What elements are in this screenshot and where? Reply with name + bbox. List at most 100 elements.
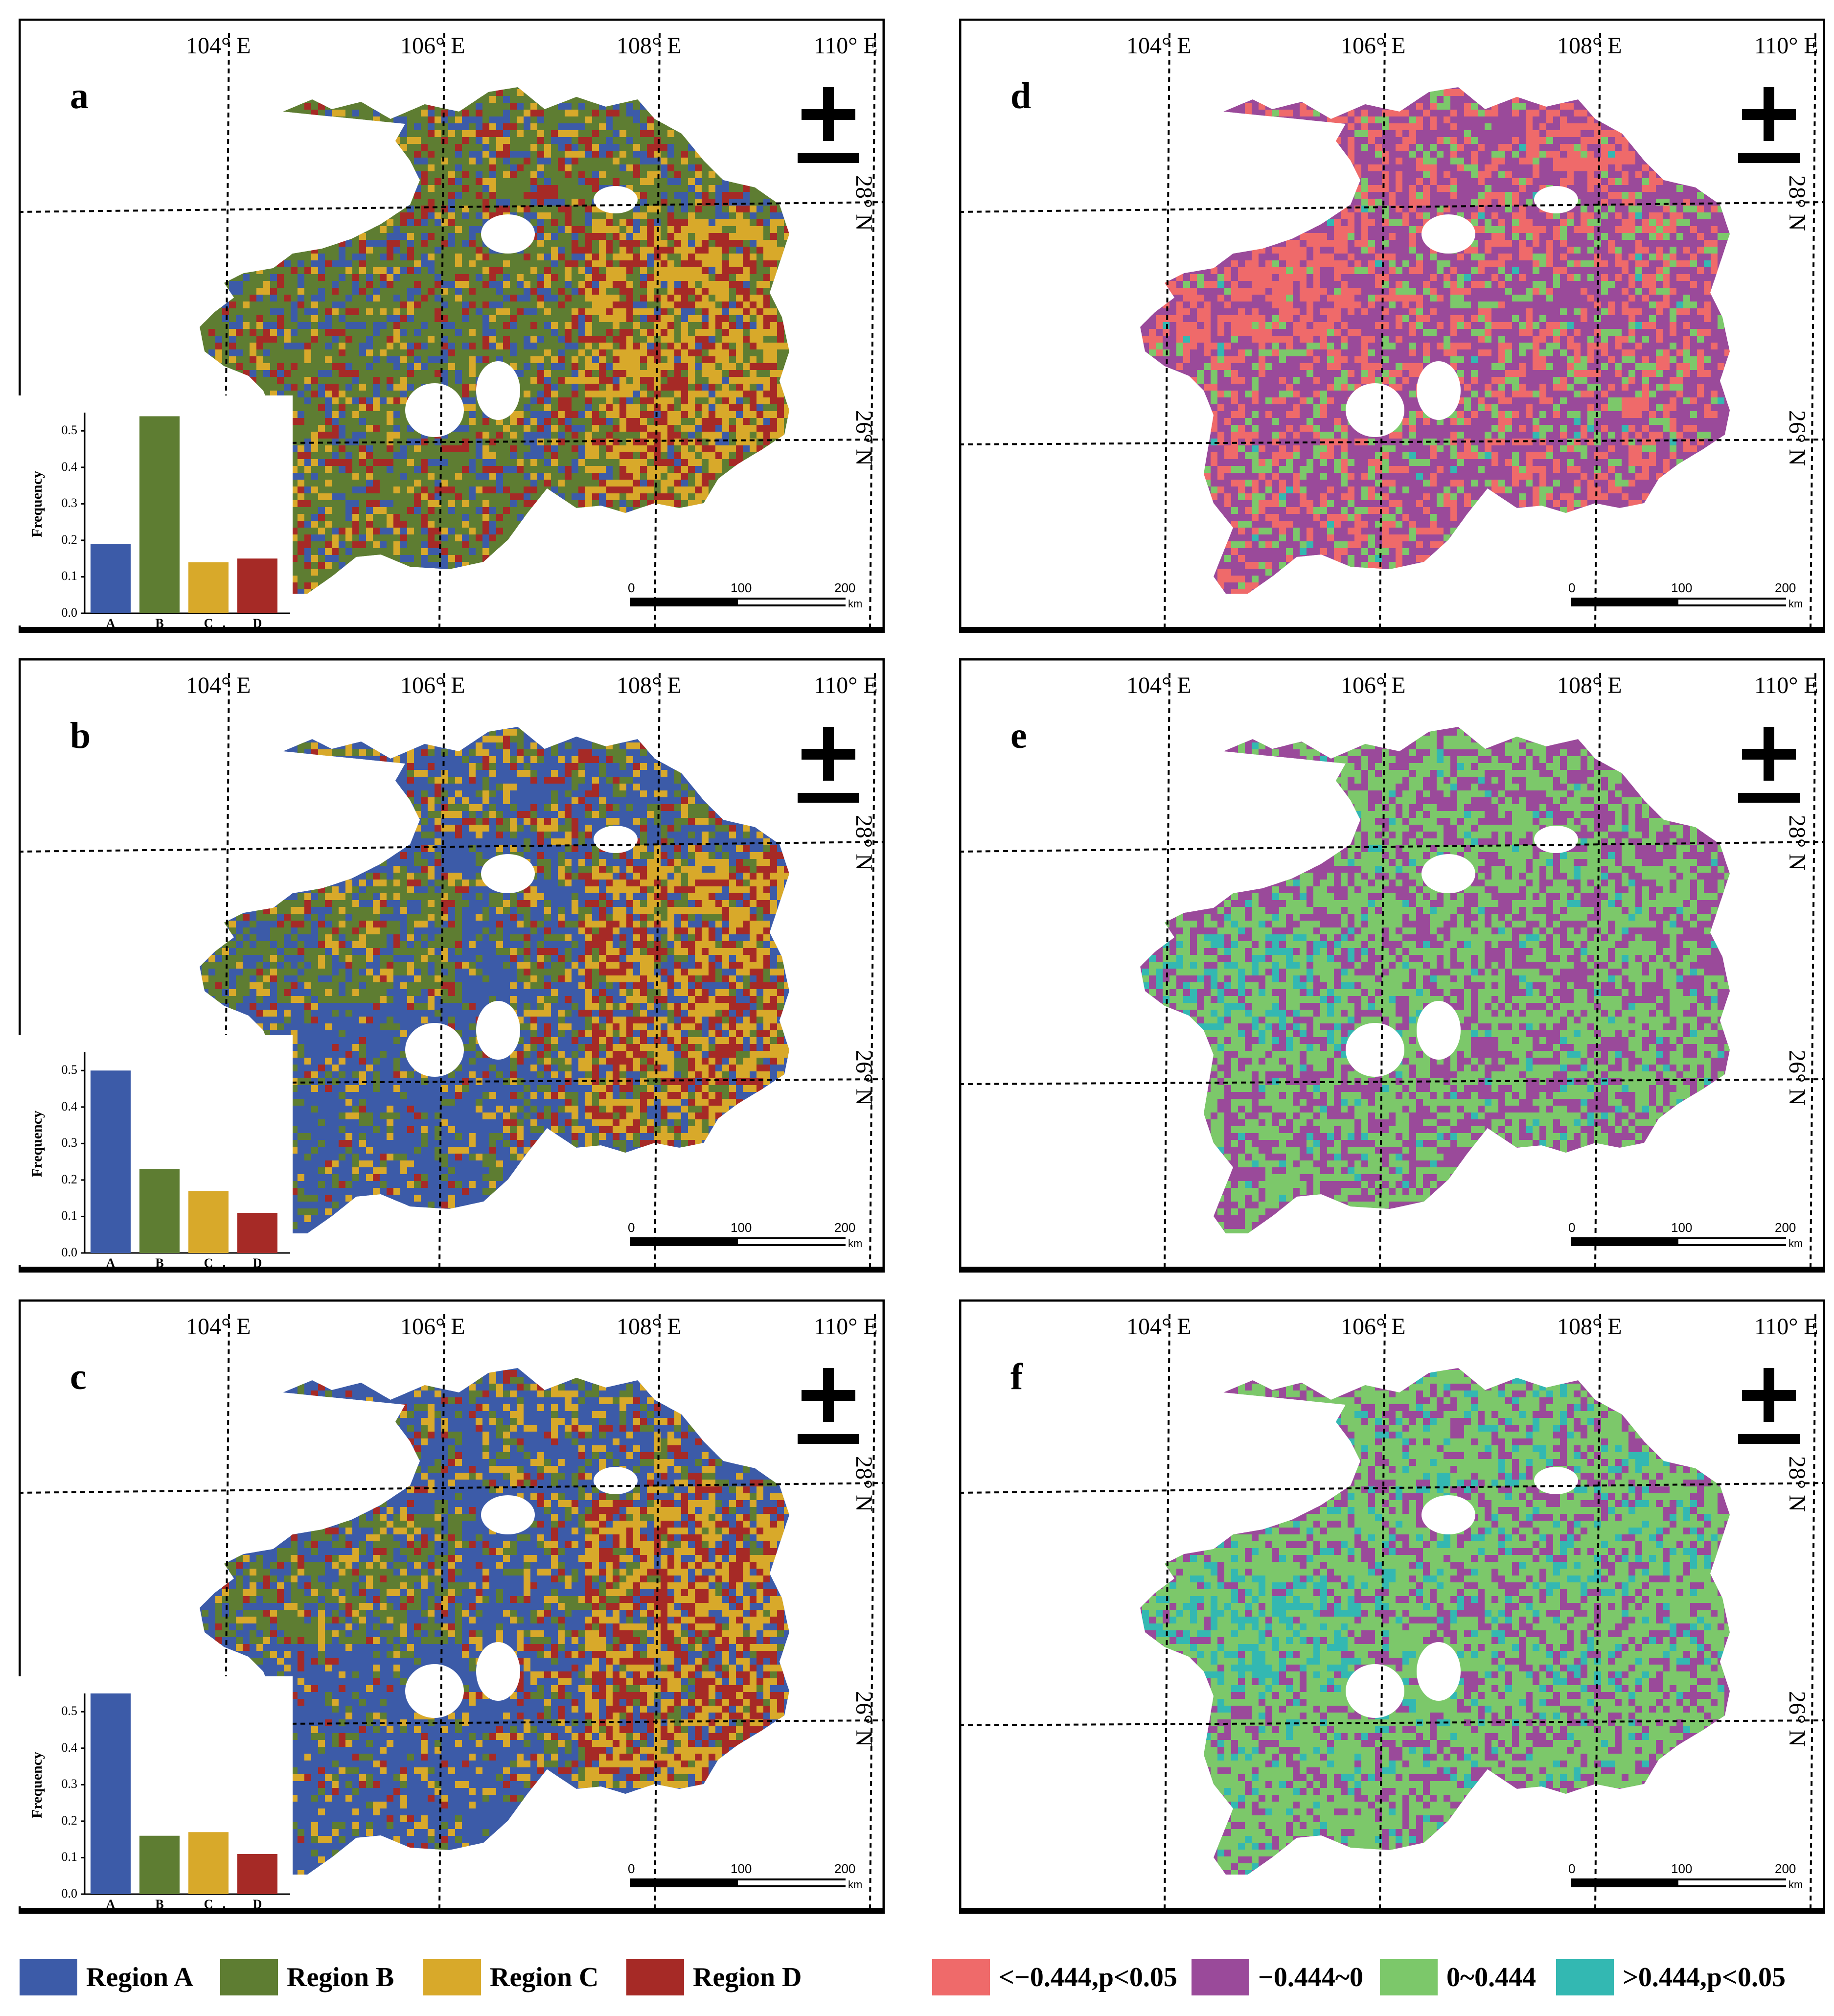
bar-C <box>188 1832 229 1894</box>
longitude-label: 104° E <box>1126 32 1192 59</box>
x-tick-label: C <box>199 1256 218 1271</box>
bar-A <box>91 544 131 613</box>
y-tick-label: 0.4 <box>48 460 78 474</box>
longitude-label: 108° E <box>617 1313 682 1340</box>
longitude-label: 108° E <box>1557 1313 1622 1340</box>
scale-tick-label: 0 <box>628 580 635 596</box>
longitude-label: 108° E <box>1557 672 1622 699</box>
longitude-label: 110° E <box>814 672 878 699</box>
legend-label: Region D <box>693 1962 802 1993</box>
north-arrow-icon <box>1738 1368 1800 1444</box>
x-tick-label: B <box>150 616 169 631</box>
latitude-label: 26° N <box>850 1050 877 1106</box>
longitude-label: 106° E <box>1341 32 1406 59</box>
graticule <box>959 672 1825 1271</box>
map-canvas <box>959 658 1825 1273</box>
legend-item-region-a: Region A <box>20 1955 193 1999</box>
x-tick-label: C <box>199 616 218 631</box>
province-raster <box>200 727 789 1233</box>
latitude-label: 26° N <box>1784 1050 1811 1106</box>
map-panel-e: e 104° E 106° E 108° E 110° E 28° N 26° N 0 100 2… <box>959 658 1825 1273</box>
legend-item-region-c: Region C <box>423 1955 598 1999</box>
legend-swatch <box>626 1959 684 1995</box>
legend-item-pos-sig: >0.444,p<0.05 <box>1556 1955 1786 1999</box>
longitude-label: 110° E <box>814 1313 878 1340</box>
scale-unit: km <box>1788 1237 1803 1250</box>
frequency-bar-chart: A B C D 0.0 0.1 0.2 0.3 0.4 0.5 Frequency <box>19 1035 293 1270</box>
scale-tick-label: 0 <box>1568 1861 1575 1877</box>
scale-tick-label: 100 <box>731 580 752 596</box>
map-canvas <box>19 19 885 633</box>
scale-unit: km <box>848 1237 862 1250</box>
x-tick-label: A <box>101 1256 120 1271</box>
scale-tick-label: 100 <box>1671 1861 1692 1877</box>
latitude-label: 26° N <box>850 410 877 466</box>
legend-label: Region B <box>287 1962 394 1993</box>
latitude-label: 26° N <box>1784 1691 1811 1747</box>
panel-letter: d <box>1010 75 1031 117</box>
north-arrow-icon <box>1738 87 1800 163</box>
correlation-legend: <−0.444,p<0.05 −0.444~0 0~0.444 >0.444,p… <box>932 1955 1823 1999</box>
longitude-label: 106° E <box>400 1313 465 1340</box>
panel-letter: b <box>70 715 91 757</box>
latitude-label: 28° N <box>850 1456 877 1512</box>
scale-tick-label: 100 <box>1671 1220 1692 1235</box>
y-tick-label: 0.5 <box>48 1063 78 1077</box>
panel-letter: e <box>1010 715 1027 757</box>
y-tick-label: 0.4 <box>48 1099 78 1114</box>
bar-B <box>139 416 180 613</box>
scale-unit: km <box>1788 1878 1803 1891</box>
legend-swatch <box>220 1959 278 1995</box>
scale-tick-label: 0 <box>628 1220 635 1235</box>
bar-D <box>237 1213 277 1253</box>
bar-B <box>139 1169 180 1253</box>
province-raster <box>1140 87 1730 594</box>
longitude-label: 108° E <box>617 32 682 59</box>
legend-label: −0.444~0 <box>1258 1962 1363 1993</box>
scale-bar <box>1571 1237 1786 1246</box>
scale-bar <box>630 1237 846 1246</box>
legend-item-pos: 0~0.444 <box>1380 1955 1536 1999</box>
y-tick-label: 0.2 <box>48 533 78 547</box>
scale-tick-label: 200 <box>834 1861 855 1877</box>
legend-label: <−0.444,p<0.05 <box>999 1962 1177 1993</box>
panel-letter: a <box>70 75 89 117</box>
scale-tick-label: 0 <box>628 1861 635 1877</box>
longitude-label: 108° E <box>1557 32 1622 59</box>
map-panel-f: f 104° E 106° E 108° E 110° E 28° N 26° N 0 100 2… <box>959 1299 1825 1914</box>
latitude-label: 28° N <box>1784 815 1811 871</box>
y-tick-label: 0.4 <box>48 1740 78 1755</box>
scale-bar <box>630 1878 846 1887</box>
scale-tick-label: 200 <box>834 1220 855 1235</box>
graticule <box>959 1314 1825 1912</box>
y-tick-label: 0.0 <box>48 1245 78 1260</box>
legend-label: Region C <box>490 1962 598 1993</box>
longitude-label: 110° E <box>1754 1313 1818 1340</box>
x-tick-label: B <box>150 1256 169 1271</box>
map-canvas <box>959 1299 1825 1914</box>
latitude-label: 28° N <box>850 815 877 871</box>
longitude-label: 110° E <box>1754 32 1818 59</box>
y-tick-label: 0.0 <box>48 605 78 620</box>
bar-D <box>237 558 277 613</box>
graticule <box>959 33 1825 631</box>
x-tick-label: D <box>248 616 267 631</box>
north-arrow-icon <box>1738 727 1800 803</box>
y-tick-label: 0.2 <box>48 1813 78 1828</box>
longitude-label: 106° E <box>1341 1313 1406 1340</box>
longitude-label: 104° E <box>186 32 251 59</box>
province-raster <box>200 87 789 594</box>
scale-tick-label: 200 <box>1775 1861 1796 1877</box>
scale-tick-label: 0 <box>1568 1220 1575 1235</box>
longitude-label: 106° E <box>1341 672 1406 699</box>
y-tick-label: 0.5 <box>48 1704 78 1718</box>
bar-A <box>91 1070 131 1253</box>
longitude-label: 108° E <box>617 672 682 699</box>
y-tick-label: 0.3 <box>48 1135 78 1150</box>
legend-swatch <box>1192 1959 1249 1995</box>
scale-bar <box>1571 1878 1786 1887</box>
longitude-label: 104° E <box>1126 672 1192 699</box>
legend-item-region-b: Region B <box>220 1955 394 1999</box>
bar-D <box>237 1854 277 1894</box>
latitude-label: 26° N <box>1784 410 1811 466</box>
